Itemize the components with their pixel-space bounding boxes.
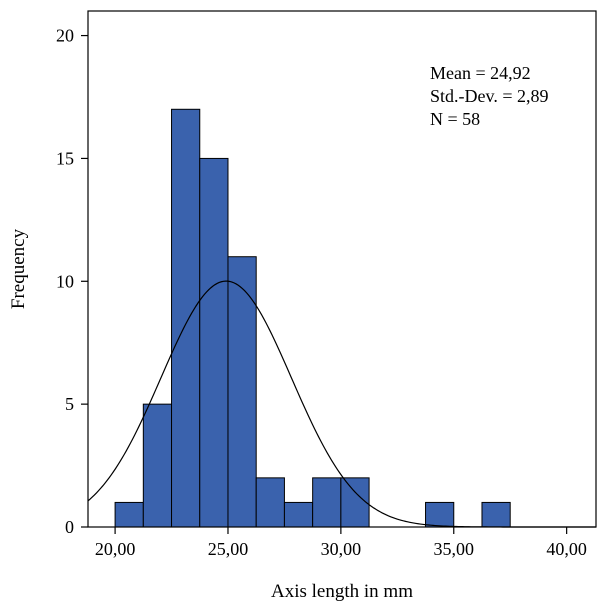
x-axis-title: Axis length in mm <box>271 581 413 602</box>
y-tick-label: 20 <box>56 26 74 46</box>
y-tick-label: 5 <box>65 394 74 414</box>
histogram-bar <box>142 403 173 528</box>
stat-std-dev: Std.-Dev. = 2,89 <box>430 86 548 106</box>
x-tick-label: 35,00 <box>434 539 475 559</box>
histogram-bar <box>312 477 342 528</box>
histogram-bar <box>114 501 144 528</box>
histogram-bar <box>199 157 229 528</box>
histogram-bar <box>425 501 455 528</box>
histogram-bar <box>283 501 314 528</box>
histogram-bars <box>114 108 511 528</box>
y-axis-ticks: 0 5 10 15 20 <box>56 26 88 537</box>
histogram-bar <box>227 256 257 528</box>
y-tick-label: 0 <box>65 517 74 537</box>
y-axis-title: Frequency <box>8 228 29 309</box>
histogram-bar <box>171 108 201 528</box>
x-tick-label: 25,00 <box>208 539 249 559</box>
histogram-bar <box>481 501 511 528</box>
y-tick-label: 15 <box>56 148 74 168</box>
stat-mean: Mean = 24,92 <box>430 63 531 83</box>
histogram-bar <box>340 477 370 528</box>
x-axis-ticks: 20,00 25,00 30,00 35,00 40,00 <box>95 527 587 559</box>
x-tick-label: 20,00 <box>95 539 136 559</box>
statistics-box: Mean = 24,92 Std.-Dev. = 2,89 N = 58 <box>430 63 548 129</box>
stat-n: N = 58 <box>430 109 480 129</box>
histogram-bar <box>255 477 285 528</box>
x-tick-label: 30,00 <box>321 539 362 559</box>
y-tick-label: 10 <box>56 271 74 291</box>
plot-frame <box>87 10 597 528</box>
x-tick-label: 40,00 <box>546 539 587 559</box>
